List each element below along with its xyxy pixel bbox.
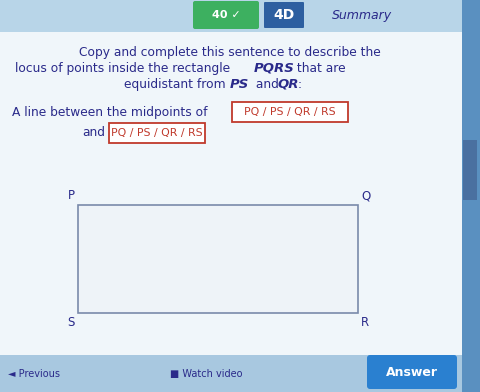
Text: PQ / PS / QR / RS: PQ / PS / QR / RS — [244, 107, 336, 117]
Text: and: and — [82, 127, 105, 140]
FancyBboxPatch shape — [193, 1, 259, 29]
Bar — [0, 355, 462, 392]
Bar — [0, 0, 462, 32]
Text: PQRS: PQRS — [254, 62, 295, 74]
Text: locus of points inside the rectangle: locus of points inside the rectangle — [15, 62, 234, 74]
Text: PQ / PS / QR / RS: PQ / PS / QR / RS — [111, 128, 203, 138]
Text: and: and — [252, 78, 283, 91]
Text: :: : — [298, 78, 302, 91]
FancyBboxPatch shape — [109, 123, 205, 143]
Text: P: P — [68, 189, 75, 202]
FancyBboxPatch shape — [367, 355, 457, 389]
Text: ■ Watch video: ■ Watch video — [170, 369, 242, 379]
Bar — [78, 205, 358, 313]
FancyBboxPatch shape — [264, 2, 304, 28]
Text: 4D: 4D — [274, 8, 295, 22]
Text: Q: Q — [361, 189, 370, 202]
Text: PS: PS — [230, 78, 249, 91]
Text: Summary: Summary — [332, 9, 392, 22]
Text: S: S — [68, 316, 75, 329]
Text: Copy and complete this sentence to describe the: Copy and complete this sentence to descr… — [79, 45, 381, 58]
Text: Answer: Answer — [386, 365, 438, 379]
Bar — [462, 0, 480, 392]
Text: QR: QR — [278, 78, 300, 91]
Text: A line between the midpoints of: A line between the midpoints of — [12, 105, 207, 118]
Text: ◄ Previous: ◄ Previous — [8, 369, 60, 379]
Bar — [463, 140, 477, 200]
Text: 40 ✓: 40 ✓ — [212, 10, 240, 20]
Text: equidistant from: equidistant from — [124, 78, 230, 91]
FancyBboxPatch shape — [232, 102, 348, 122]
Text: R: R — [361, 316, 369, 329]
Text: that are: that are — [293, 62, 346, 74]
